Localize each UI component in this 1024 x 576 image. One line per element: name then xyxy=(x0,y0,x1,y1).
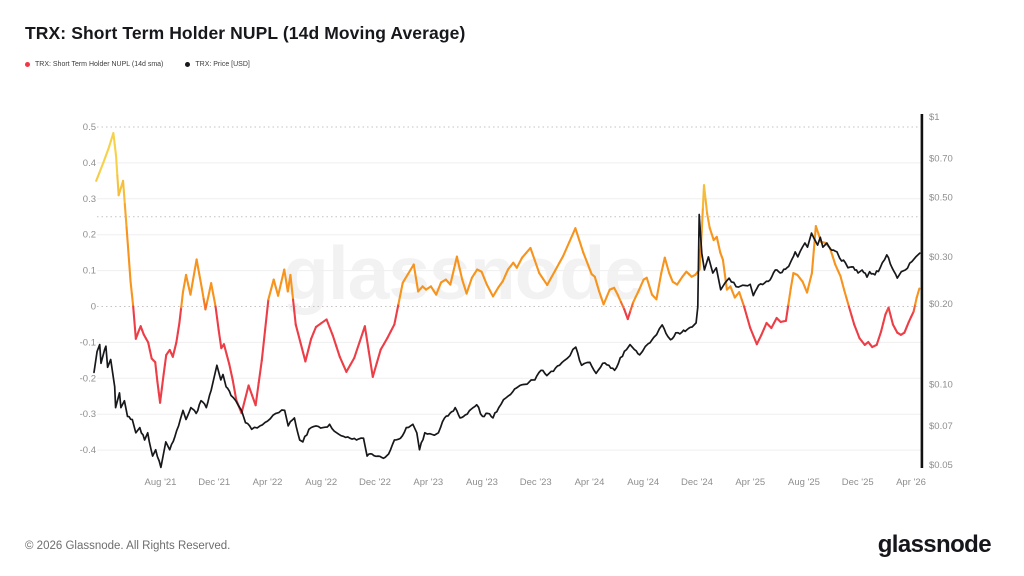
svg-text:$0.05: $0.05 xyxy=(929,460,953,471)
svg-text:Apr '24: Apr '24 xyxy=(575,477,605,488)
svg-text:Dec '24: Dec '24 xyxy=(681,477,713,488)
svg-text:$0.30: $0.30 xyxy=(929,252,953,263)
svg-text:Dec '22: Dec '22 xyxy=(359,477,391,488)
svg-text:Aug '22: Aug '22 xyxy=(305,477,337,488)
right-axis-line xyxy=(920,114,924,468)
svg-text:$0.20: $0.20 xyxy=(929,299,953,310)
svg-text:$1: $1 xyxy=(929,112,940,123)
left-axis-labels: 0.5 0.4 0.3 0.2 0.1 0 -0.1 -0.2 -0.3 -0.4 xyxy=(80,122,96,456)
svg-text:$0.10: $0.10 xyxy=(929,380,953,391)
grid-layer xyxy=(97,126,921,451)
svg-text:$0.50: $0.50 xyxy=(929,193,953,204)
svg-text:Apr '22: Apr '22 xyxy=(253,477,283,488)
svg-text:Aug '23: Aug '23 xyxy=(466,477,498,488)
nupl-series-line xyxy=(95,132,921,415)
svg-text:-0.4: -0.4 xyxy=(80,445,96,456)
svg-text:$0.70: $0.70 xyxy=(929,153,953,164)
legend: TRX: Short Term Holder NUPL (14d sma) TR… xyxy=(25,61,250,68)
svg-text:0.2: 0.2 xyxy=(83,230,96,241)
svg-text:Apr '23: Apr '23 xyxy=(413,477,443,488)
svg-text:Apr '25: Apr '25 xyxy=(735,477,765,488)
svg-text:Aug '21: Aug '21 xyxy=(145,477,177,488)
legend-label-price: TRX: Price [USD] xyxy=(195,61,250,68)
nupl-series-dot-icon xyxy=(25,62,30,67)
svg-text:-0.1: -0.1 xyxy=(80,337,96,348)
legend-item-nupl[interactable]: TRX: Short Term Holder NUPL (14d sma) xyxy=(25,61,163,68)
svg-text:Dec '21: Dec '21 xyxy=(198,477,230,488)
page-title: TRX: Short Term Holder NUPL (14d Moving … xyxy=(25,23,466,43)
svg-text:-0.3: -0.3 xyxy=(80,409,96,420)
price-series-dot-icon xyxy=(185,62,191,67)
x-axis-labels: Aug '21 Dec '21 Apr '22 Aug '22 Dec '22 Apr '… xyxy=(145,477,926,488)
svg-text:0.4: 0.4 xyxy=(83,158,96,169)
svg-text:0: 0 xyxy=(91,302,96,313)
svg-text:Dec '25: Dec '25 xyxy=(842,477,874,488)
copyright-text: © 2026 Glassnode. All Rights Reserved. xyxy=(25,540,231,552)
svg-text:Apr '26: Apr '26 xyxy=(896,477,926,488)
glassnode-logo: glassnode xyxy=(877,531,992,558)
svg-text:0.5: 0.5 xyxy=(83,122,96,133)
svg-text:Aug '25: Aug '25 xyxy=(788,477,820,488)
svg-text:0.1: 0.1 xyxy=(83,266,96,277)
price-series-line xyxy=(93,213,921,469)
svg-text:-0.2: -0.2 xyxy=(80,373,96,384)
legend-label-nupl: TRX: Short Term Holder NUPL (14d sma) xyxy=(35,61,164,68)
legend-item-price[interactable]: TRX: Price [USD] xyxy=(185,61,250,68)
svg-text:0.3: 0.3 xyxy=(83,194,96,205)
svg-text:$0.07: $0.07 xyxy=(929,421,953,432)
right-axis-labels: $1 $0.70 $0.50 $0.30 $0.20 $0.10 $0.07 $0.05 xyxy=(929,112,953,471)
svg-text:Dec '23: Dec '23 xyxy=(520,477,552,488)
svg-text:Aug '24: Aug '24 xyxy=(627,477,659,488)
